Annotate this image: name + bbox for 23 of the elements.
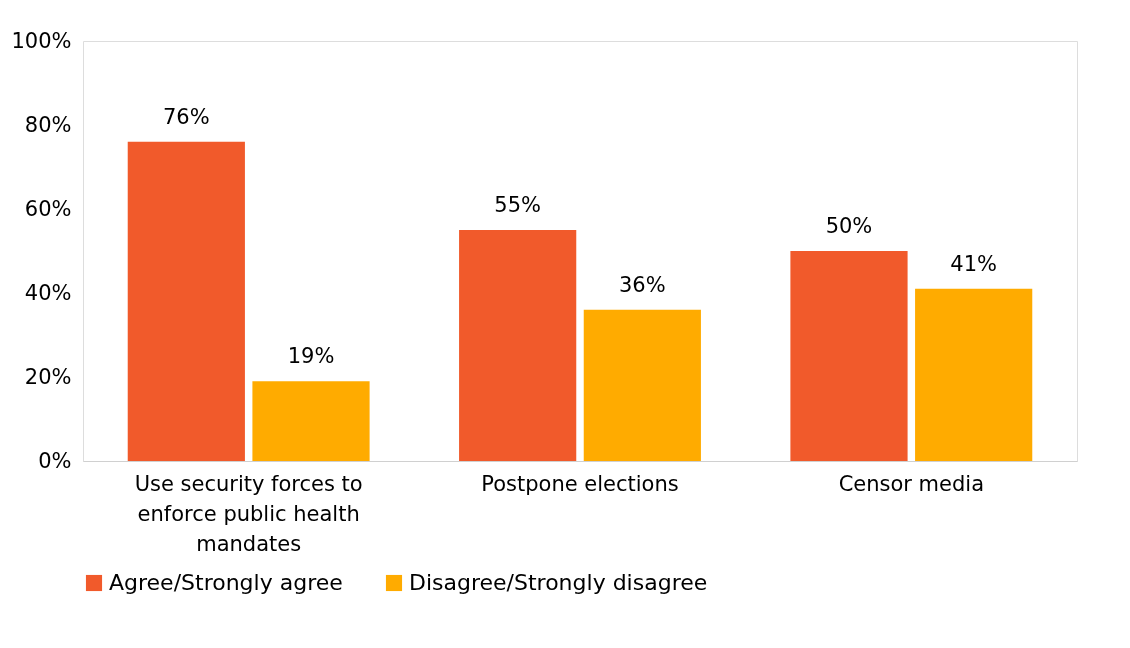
data-label: 36% xyxy=(618,272,666,297)
y-tick-label: 20% xyxy=(24,364,72,389)
data-label: 50% xyxy=(825,214,873,238)
bar xyxy=(252,381,370,461)
y-tick-label: 60% xyxy=(24,196,72,221)
data-label: 19% xyxy=(287,344,335,369)
y-tick-label: 40% xyxy=(24,280,72,305)
bar xyxy=(127,141,245,461)
x-tick-label: Censor media xyxy=(838,471,985,496)
bar xyxy=(583,309,701,461)
legend-label: Disagree/Strongly disagree xyxy=(409,570,708,595)
bar xyxy=(915,288,1033,461)
x-tick-label: Postpone elections xyxy=(481,471,679,496)
x-tick-label: Use security forces to enforce public health mandates xyxy=(134,471,363,556)
data-label: 41% xyxy=(950,251,998,276)
bar xyxy=(790,251,908,461)
bar xyxy=(459,230,577,461)
y-tick-label: 0% xyxy=(38,448,72,473)
data-label: 55% xyxy=(494,193,542,217)
legend-label: Agree/Strongly agree xyxy=(109,570,343,595)
y-tick-label: 100% xyxy=(11,28,72,53)
data-label: 76% xyxy=(162,104,210,129)
y-tick-label: 80% xyxy=(24,112,72,137)
